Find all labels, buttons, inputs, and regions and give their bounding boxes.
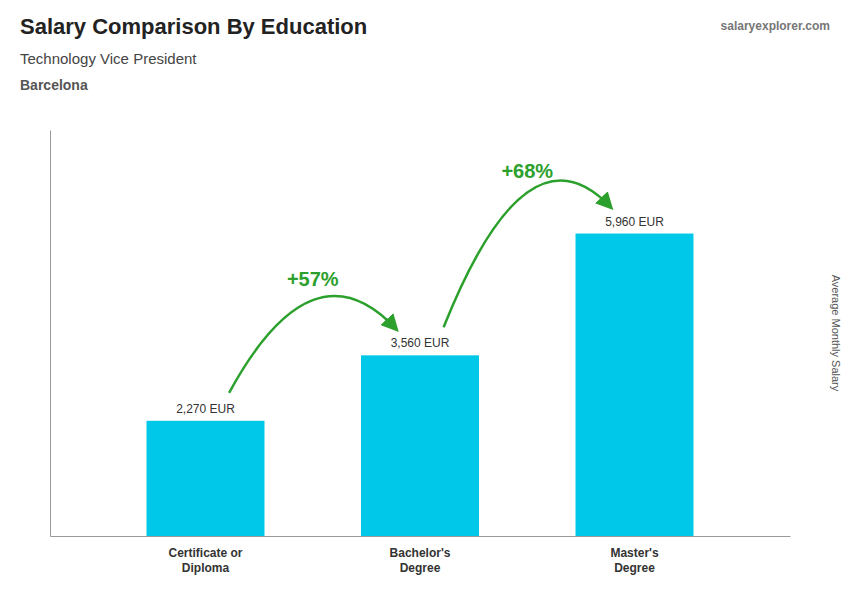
growth-arrow <box>444 181 611 328</box>
watermark-part: explorer <box>755 19 803 33</box>
bar <box>147 421 265 536</box>
x-tick-label-line: Master's <box>610 546 659 560</box>
subtitle: Technology Vice President <box>20 50 197 67</box>
x-axis-line <box>51 536 791 537</box>
chart: Salary Comparison By Education Technology… <box>0 0 850 606</box>
x-tick-label-line: Certificate or <box>168 546 242 560</box>
x-tick-label: Bachelor'sDegree <box>390 546 451 575</box>
y-axis-line <box>50 131 51 537</box>
y-axis-title: Average Monthly Salary <box>830 275 842 392</box>
x-tick-label-line: Degree <box>400 561 441 575</box>
x-tick: Certificate orDiploma <box>168 546 242 575</box>
value-labels: 2,270 EUR 3,560 EUR 5,960 EUR <box>176 215 664 416</box>
x-tick-label-line: Diploma <box>182 561 230 575</box>
y-axis <box>50 131 51 537</box>
bar <box>361 355 479 536</box>
x-tick: Master'sDegree <box>610 546 659 575</box>
growth-label: +68% <box>501 160 553 182</box>
value-label: 2,270 EUR <box>176 402 235 416</box>
growth-arrow <box>229 296 396 393</box>
title: Salary Comparison By Education <box>20 14 367 39</box>
growth-label: +57% <box>287 268 339 290</box>
x-tick: Bachelor'sDegree <box>390 546 451 575</box>
watermark-part: salary <box>721 19 756 33</box>
x-tick-label-line: Bachelor's <box>390 546 451 560</box>
city: Barcelona <box>20 77 88 93</box>
value-label: 3,560 EUR <box>391 336 450 350</box>
x-tick-label: Master'sDegree <box>610 546 659 575</box>
x-axis: Certificate orDiplomaBachelor'sDegreeMas… <box>51 537 791 575</box>
bar <box>576 234 694 536</box>
watermark: salaryexplorer.com <box>721 19 830 33</box>
watermark-part: .com <box>802 19 830 33</box>
x-tick-label-line: Degree <box>614 561 655 575</box>
annotations: +57% +68% <box>229 160 611 392</box>
value-label: 5,960 EUR <box>605 215 664 229</box>
bars <box>147 234 694 536</box>
x-tick-label: Certificate orDiploma <box>168 546 242 575</box>
